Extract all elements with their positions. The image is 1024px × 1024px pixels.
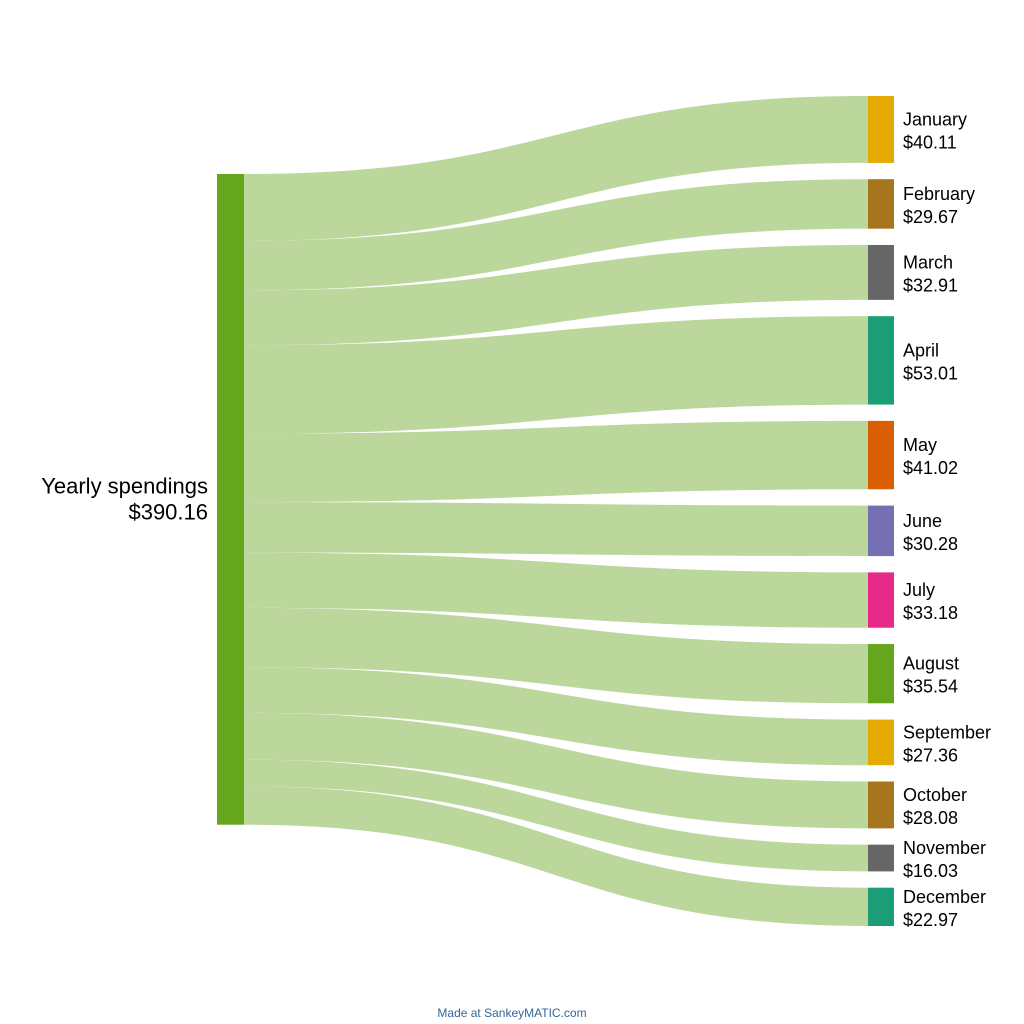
target-value: $53.01 bbox=[903, 363, 958, 383]
target-name: October bbox=[903, 785, 967, 805]
label-january: January $40.11 bbox=[903, 109, 967, 152]
node-january bbox=[868, 96, 894, 163]
label-may: May $41.02 bbox=[903, 435, 958, 478]
flow-december bbox=[244, 786, 868, 926]
label-october: October $28.08 bbox=[903, 785, 967, 828]
node-november bbox=[868, 844, 894, 872]
target-name: November bbox=[903, 838, 986, 858]
target-value: $35.54 bbox=[903, 677, 958, 697]
sankey-nodes bbox=[217, 96, 894, 926]
source-name: Yearly spendings bbox=[41, 473, 208, 498]
node-may bbox=[868, 420, 894, 490]
node-march bbox=[868, 244, 894, 300]
flow-september bbox=[244, 667, 868, 766]
target-value: $32.91 bbox=[903, 275, 958, 295]
target-name: July bbox=[903, 580, 935, 600]
label-december: December $22.97 bbox=[903, 887, 986, 930]
target-name: August bbox=[903, 654, 959, 674]
flow-may bbox=[244, 420, 868, 503]
node-april bbox=[868, 316, 894, 405]
label-august: August $35.54 bbox=[903, 654, 959, 697]
label-july: July $33.18 bbox=[903, 580, 958, 623]
node-february bbox=[868, 179, 894, 229]
flow-april bbox=[244, 316, 868, 434]
label-june: June $30.28 bbox=[903, 511, 958, 554]
credit-footer: Made at SankeyMATIC.com bbox=[437, 1006, 587, 1020]
label-september: September $27.36 bbox=[903, 722, 991, 765]
label-april: April $53.01 bbox=[903, 340, 958, 383]
label-november: November $16.03 bbox=[903, 838, 986, 881]
flow-october bbox=[244, 712, 868, 829]
label-february: February $29.67 bbox=[903, 184, 975, 227]
target-value: $41.02 bbox=[903, 458, 958, 478]
node-june bbox=[868, 505, 894, 557]
label-march: March $32.91 bbox=[903, 252, 958, 295]
target-value: $29.67 bbox=[903, 207, 958, 227]
flow-february bbox=[244, 179, 868, 291]
node-december bbox=[868, 887, 894, 926]
target-value: $28.08 bbox=[903, 808, 958, 828]
target-value: $33.18 bbox=[903, 603, 958, 623]
flow-june bbox=[244, 502, 868, 557]
sankey-labels: Yearly spendings $390.16 January $40.11 Febr… bbox=[41, 109, 991, 929]
target-name: April bbox=[903, 340, 939, 360]
node-september bbox=[868, 719, 894, 766]
target-value: $16.03 bbox=[903, 861, 958, 881]
source-label: Yearly spendings $390.16 bbox=[41, 473, 208, 524]
target-name: March bbox=[903, 252, 953, 272]
flow-march bbox=[244, 244, 868, 346]
flow-august bbox=[244, 607, 868, 704]
target-name: September bbox=[903, 722, 991, 742]
target-value: $40.11 bbox=[903, 132, 957, 152]
flow-july bbox=[244, 552, 868, 628]
sankey-flows bbox=[244, 96, 868, 926]
target-name: June bbox=[903, 511, 942, 531]
node-july bbox=[868, 572, 894, 628]
target-name: January bbox=[903, 109, 967, 129]
target-name: December bbox=[903, 887, 986, 907]
target-name: February bbox=[903, 184, 975, 204]
target-value: $30.28 bbox=[903, 534, 958, 554]
target-value: $22.97 bbox=[903, 910, 958, 930]
node-source bbox=[217, 174, 244, 825]
flow-january bbox=[244, 96, 868, 241]
node-august bbox=[868, 644, 894, 704]
flow-november bbox=[244, 759, 868, 872]
node-october bbox=[868, 781, 894, 829]
source-value: $390.16 bbox=[128, 499, 208, 524]
target-value: $27.36 bbox=[903, 745, 958, 765]
target-name: May bbox=[903, 435, 937, 455]
